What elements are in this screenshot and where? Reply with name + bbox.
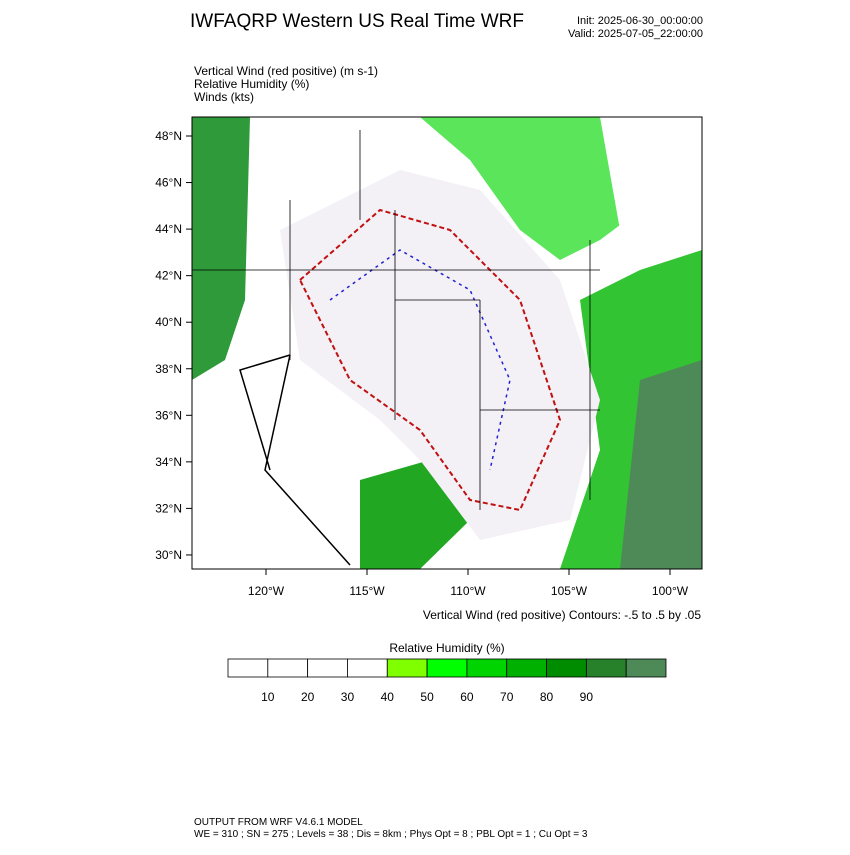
colorbar-box xyxy=(386,658,428,678)
lon-label: 120°W xyxy=(248,584,285,598)
colorbar-box xyxy=(506,658,547,678)
field-label: Winds (kts) xyxy=(194,90,254,104)
colorbar-label: 20 xyxy=(301,690,315,704)
valid-time: Valid: 2025-07-05_22:00:00 xyxy=(568,28,703,40)
map xyxy=(191,116,703,570)
lat-label: 42°N xyxy=(155,269,182,283)
colorbar-box xyxy=(227,658,269,678)
lat-label: 34°N xyxy=(155,455,182,469)
footer-line: WE = 310 ; SN = 275 ; Levels = 38 ; Dis … xyxy=(194,829,588,840)
colorbar-box xyxy=(426,658,468,678)
title: IWFAQRP Western US Real Time WRF xyxy=(190,11,524,32)
colorbar-label: 80 xyxy=(540,690,554,704)
lat-label: 40°N xyxy=(155,315,182,329)
colorbar-box xyxy=(347,658,388,678)
init-time: Init: 2025-06-30_00:00:00 xyxy=(577,15,703,27)
lon-label: 110°W xyxy=(450,584,486,598)
colorbar-label: 50 xyxy=(420,690,434,704)
lat-axis: 48°N 46°N 44°N 42°N 40°N 38°N 36°N 34°N 32°N 30°N xyxy=(155,129,192,562)
colorbar-label: 90 xyxy=(580,690,594,704)
colorbar-box xyxy=(466,658,508,678)
colorbar-box xyxy=(625,658,667,678)
lon-label: 105°W xyxy=(551,584,588,598)
lat-label: 46°N xyxy=(155,176,182,190)
lon-axis: 120°W 115°W 110°W 105°W 100°W xyxy=(248,569,689,598)
colorbar-label: 70 xyxy=(500,690,514,704)
colorbar: 10 20 30 40 50 60 70 80 90 xyxy=(227,658,667,704)
colorbar-label: 30 xyxy=(341,690,355,704)
lat-label: 44°N xyxy=(155,222,182,236)
lat-label: 36°N xyxy=(155,408,182,422)
lat-label: 38°N xyxy=(155,362,182,376)
colorbar-label: 40 xyxy=(381,690,395,704)
colorbar-box xyxy=(546,658,587,678)
lat-label: 32°N xyxy=(155,501,182,515)
colorbar-label: 10 xyxy=(261,690,275,704)
contour-note: Vertical Wind (red positive) Contours: -… xyxy=(423,608,701,622)
lon-label: 100°W xyxy=(652,584,689,598)
lat-label: 48°N xyxy=(155,129,182,143)
colorbar-box xyxy=(267,658,309,678)
lat-label: 30°N xyxy=(155,548,182,562)
footer-line: OUTPUT FROM WRF V4.6.1 MODEL xyxy=(194,817,363,828)
field-label: Relative Humidity (%) xyxy=(194,77,309,91)
colorbar-title: Relative Humidity (%) xyxy=(389,641,504,655)
colorbar-box xyxy=(307,658,348,678)
field-label: Vertical Wind (red positive) (m s-1) xyxy=(194,64,378,78)
lon-label: 115°W xyxy=(349,584,385,598)
colorbar-box xyxy=(585,658,627,678)
colorbar-label: 60 xyxy=(460,690,474,704)
